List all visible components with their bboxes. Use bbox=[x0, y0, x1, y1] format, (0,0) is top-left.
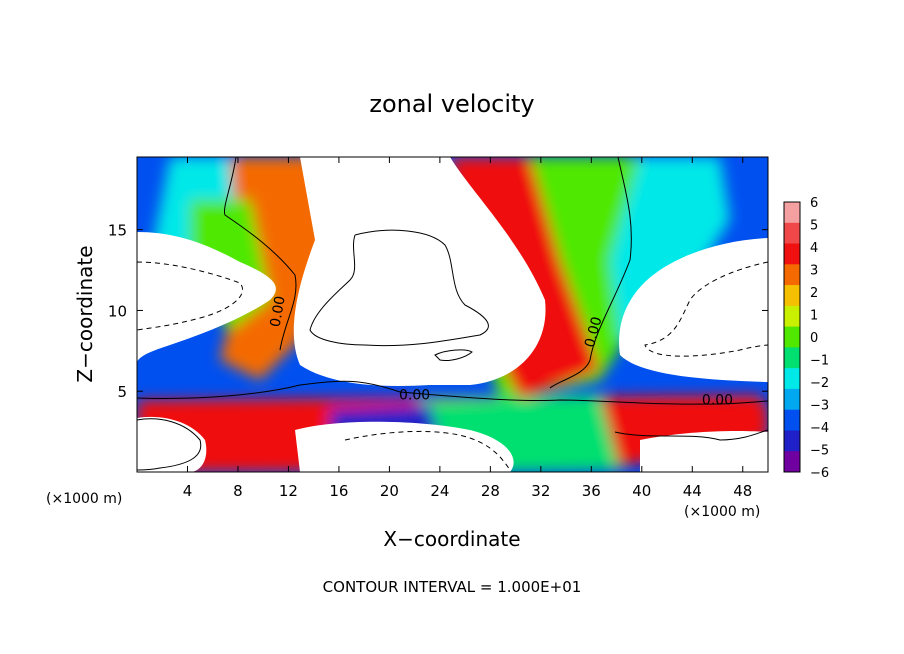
x-unit-left: (×1000 m) bbox=[46, 491, 122, 507]
colorbar-tick-label: 3 bbox=[810, 264, 818, 279]
x-tick-label: 4 bbox=[183, 482, 193, 500]
colorbar-swatch bbox=[784, 347, 800, 369]
colorbar-tick-label: 2 bbox=[810, 286, 818, 301]
contour-interval-footer: CONTOUR INTERVAL = 1.000E+01 bbox=[323, 578, 582, 596]
colorbar-swatch bbox=[784, 305, 800, 328]
colorbar-swatch bbox=[784, 326, 800, 348]
colorbar-swatch bbox=[784, 430, 800, 452]
colorbar-swatch bbox=[784, 285, 800, 307]
contour-label: 0.00 bbox=[268, 295, 289, 328]
colorbar-swatch bbox=[784, 368, 800, 390]
colorbar-frame bbox=[783, 201, 801, 473]
x-tick-label: 24 bbox=[430, 482, 449, 500]
contour-dashed-left bbox=[137, 261, 243, 331]
colorbar-tick-label: −4 bbox=[810, 421, 829, 436]
plot-frame bbox=[136, 156, 769, 473]
colorbar-tick-label: 5 bbox=[810, 219, 818, 234]
contour-bottom-left bbox=[137, 418, 202, 471]
x-axis: 4 8 12 16 20 24 28 32 36 40 44 48 bbox=[183, 157, 752, 500]
x-tick-label: 20 bbox=[380, 482, 399, 500]
x-tick-label: 40 bbox=[632, 482, 651, 500]
x-unit-right: (×1000 m) bbox=[684, 504, 760, 520]
x-tick-label: 28 bbox=[481, 482, 500, 500]
contour-lines-dashed bbox=[137, 261, 768, 471]
contour-white-center bbox=[309, 229, 489, 347]
contour-zero-left-plume bbox=[223, 157, 297, 351]
contour-labels: 0.00 0.00 0.00 0.00 bbox=[268, 295, 734, 409]
colorbar: 6 5 4 3 2 1 0 −1 −2 −3 −4 −5 −6 bbox=[783, 196, 829, 481]
colorbar-tick-label: −3 bbox=[810, 399, 829, 414]
x-tick-label: 44 bbox=[683, 482, 702, 500]
contour-dashed-right bbox=[644, 261, 768, 357]
white-region-upper-center bbox=[293, 157, 546, 386]
contour-dashed-bottom bbox=[344, 430, 511, 471]
colorbar-tick-label: −1 bbox=[810, 354, 829, 369]
contour-label: 0.00 bbox=[399, 387, 430, 403]
x-tick-label: 8 bbox=[233, 482, 243, 500]
colorbar-swatch bbox=[784, 222, 800, 245]
colorbar-swatch bbox=[784, 388, 800, 411]
colorbar-tick-label: −2 bbox=[810, 376, 829, 391]
contour-lines bbox=[137, 157, 768, 471]
y-tick-label: 15 bbox=[108, 222, 127, 240]
colorbar-swatch bbox=[784, 451, 800, 473]
colorbar-swatch bbox=[784, 409, 800, 431]
colorbar-tick-label: 0 bbox=[810, 331, 818, 346]
colorbar-tick-label: 6 bbox=[810, 196, 818, 211]
colorbar-swatch bbox=[784, 264, 800, 286]
x-axis-label: X−coordinate bbox=[383, 527, 520, 551]
colorbar-tick-label: −5 bbox=[810, 444, 829, 459]
white-region-bottom-center bbox=[295, 421, 514, 472]
colorbar-tick-label: −6 bbox=[810, 466, 829, 481]
y-tick-label: 5 bbox=[117, 383, 127, 401]
contour-bottom-right bbox=[614, 429, 768, 441]
x-tick-label: 12 bbox=[279, 482, 298, 500]
white-region-right bbox=[619, 238, 768, 382]
contour-label: 0.00 bbox=[702, 392, 733, 408]
contour-zero-lower bbox=[137, 380, 768, 405]
x-tick-label: 48 bbox=[733, 482, 752, 500]
x-tick-label: 32 bbox=[531, 482, 550, 500]
x-tick-label: 36 bbox=[582, 482, 601, 500]
contour-white-small bbox=[434, 349, 473, 361]
colorbar-tick-label: 4 bbox=[810, 241, 818, 256]
white-region-bottom-left bbox=[137, 416, 207, 472]
colorbar-swatch bbox=[784, 243, 800, 265]
heatmap-field: 0.00 0.00 0.00 0.00 bbox=[137, 157, 768, 472]
chart-title: zonal velocity bbox=[369, 90, 534, 118]
y-axis: 5 10 15 bbox=[108, 222, 768, 401]
contour-zero-right bbox=[549, 157, 632, 389]
y-tick-label: 10 bbox=[108, 302, 127, 320]
colorbar-tick-label: 1 bbox=[810, 309, 818, 324]
white-region-bottom-right bbox=[640, 430, 768, 472]
colorbar-swatch bbox=[784, 202, 800, 224]
y-axis-label: Z−coordinate bbox=[73, 245, 97, 382]
contour-label: 0.00 bbox=[582, 315, 606, 349]
x-tick-label: 16 bbox=[329, 482, 348, 500]
white-region-left bbox=[137, 232, 276, 362]
